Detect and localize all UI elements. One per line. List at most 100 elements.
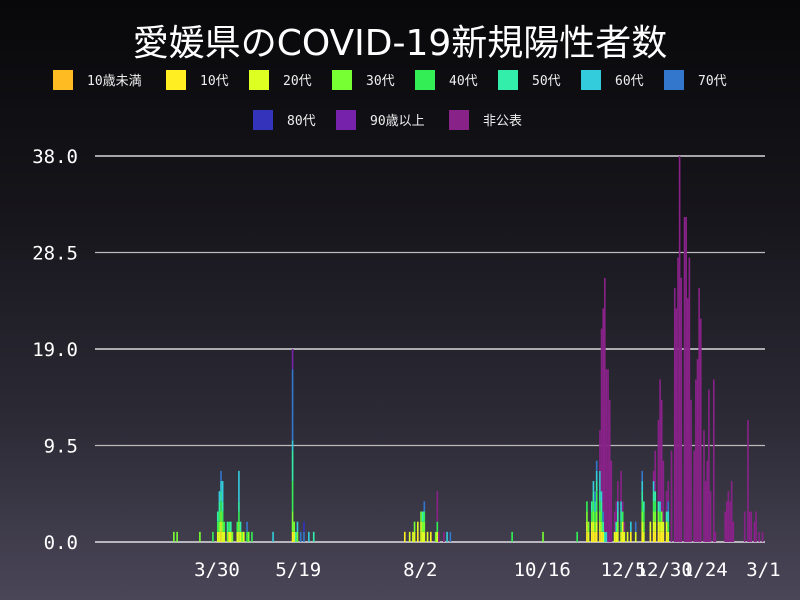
bar-segment <box>615 531 618 542</box>
bar-segment <box>408 531 411 542</box>
bar-segment <box>434 531 437 542</box>
bar-segment <box>291 349 294 370</box>
bar-segment <box>303 521 305 532</box>
bar-segment <box>758 531 761 542</box>
bar-segment <box>299 531 302 542</box>
bar-segment <box>634 521 637 532</box>
legend-label: 10代 <box>200 74 229 89</box>
x-tick-label: 8/2 <box>403 559 437 581</box>
legend: 10歳未満 10代 20代 30代 40代 50代 60代 70代 80代 90歳以上 非公表 <box>53 70 727 130</box>
bar-segment <box>272 531 274 542</box>
legend-swatch <box>664 70 684 90</box>
bar-segment <box>641 531 644 542</box>
bar-segment <box>223 531 226 542</box>
bar-segment <box>599 511 601 522</box>
bar-segment <box>667 501 670 512</box>
bar-segment <box>652 501 655 512</box>
bar-segment <box>416 521 419 532</box>
bar-segment <box>724 511 726 542</box>
bar-segment <box>714 531 717 542</box>
bar-segment <box>594 501 596 512</box>
y-tick-label: 9.5 <box>44 436 78 458</box>
bar-segment <box>643 521 645 532</box>
bar-segment <box>590 531 593 542</box>
bar-segment <box>657 511 660 522</box>
bar-segment <box>221 501 224 512</box>
bar-segment <box>221 521 224 532</box>
bar-segment <box>747 420 749 542</box>
bar-segment <box>238 501 240 512</box>
bar-segment <box>755 511 757 542</box>
bar-segment <box>229 521 232 532</box>
chart-title: 愛媛県のCOVID-19新規陽性者数 <box>132 23 668 64</box>
legend-swatch <box>332 70 352 90</box>
bar-segment <box>608 399 611 542</box>
bar-segment <box>620 470 622 502</box>
bar-segment <box>623 521 626 532</box>
bar-segment <box>420 521 422 542</box>
bar-segment <box>592 501 595 512</box>
bar-segment <box>725 501 728 542</box>
legend-swatch <box>449 110 469 130</box>
legend-label: 60代 <box>615 74 644 89</box>
bar-segment <box>654 501 657 512</box>
bar-segment <box>690 399 692 542</box>
bar-segment <box>630 521 632 532</box>
bar-segment <box>665 531 668 542</box>
bar-segment <box>641 491 644 502</box>
bar-segment <box>586 501 588 512</box>
bar-segment <box>220 501 222 512</box>
x-tick-label: 1/24 <box>682 559 728 581</box>
bar-segment <box>599 521 601 532</box>
legend-label: 40代 <box>449 74 478 89</box>
bar-segment <box>291 440 294 451</box>
legend-label: 80代 <box>287 114 316 129</box>
legend-swatch <box>336 110 356 130</box>
bar-segment <box>696 359 699 542</box>
bar-segment <box>295 531 297 542</box>
bar-segment <box>654 521 657 532</box>
bar-segment <box>605 369 608 532</box>
bar-segment <box>678 156 681 542</box>
legend-swatch <box>249 70 269 90</box>
bar-segment <box>621 531 624 542</box>
bar-segment <box>226 531 229 542</box>
bar-segment <box>641 470 644 482</box>
bar-segment <box>446 531 448 542</box>
bar-segment <box>665 511 668 522</box>
bar-segment <box>657 420 660 502</box>
bar-segment <box>704 481 707 542</box>
legend-label: 非公表 <box>483 114 522 129</box>
bar-segment <box>511 531 513 542</box>
bar-segment <box>599 430 601 471</box>
bar-segment <box>727 491 730 542</box>
bar-segment <box>750 511 752 542</box>
bar-segment <box>732 521 735 542</box>
bar-segment <box>173 531 175 542</box>
bar-segment <box>238 470 240 502</box>
bar-segment <box>436 531 439 542</box>
bar-segment <box>620 531 622 542</box>
bar-segment <box>712 379 715 542</box>
bar-segment <box>659 501 661 512</box>
bar-segment <box>623 531 626 542</box>
bar-segment <box>599 491 601 502</box>
bar-segment <box>421 531 424 542</box>
bar-segment <box>600 491 603 502</box>
bar-segment <box>621 511 624 522</box>
bar-segment <box>220 470 222 482</box>
bar-segment <box>412 531 414 542</box>
bar-segment <box>592 491 595 502</box>
legend-swatch <box>53 70 73 90</box>
bar-segment <box>652 521 655 532</box>
bar-segment <box>595 470 598 482</box>
bar-segment <box>218 521 221 532</box>
bar-segment <box>659 521 661 532</box>
y-tick-label: 38.0 <box>32 146 78 168</box>
bar-segment <box>403 531 406 542</box>
bar-segment <box>670 450 673 542</box>
bar-segment <box>659 511 661 522</box>
bar-segment <box>296 521 299 532</box>
bar-segment <box>220 481 222 492</box>
bar-segment <box>615 501 618 522</box>
